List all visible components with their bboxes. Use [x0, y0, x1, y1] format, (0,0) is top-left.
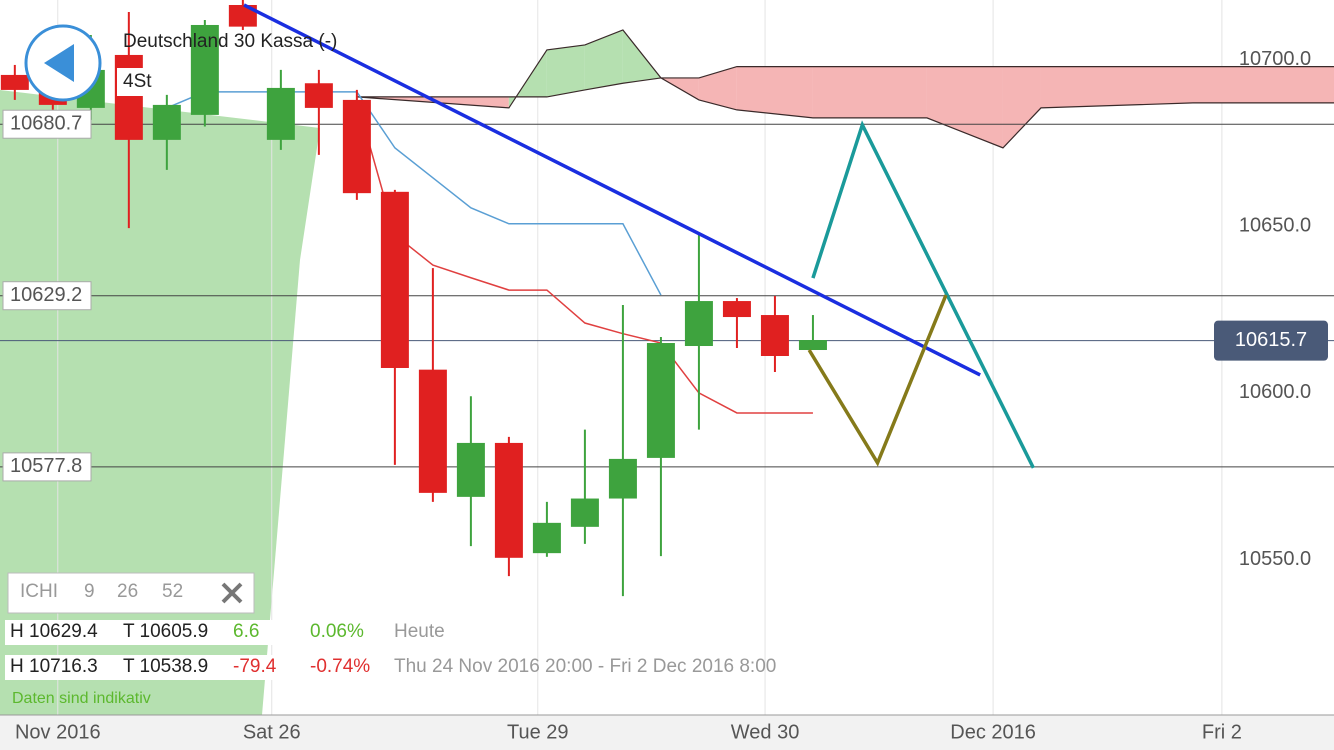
cloud-segment [698, 66, 737, 110]
indicator-line [166, 91, 662, 296]
indicator-box[interactable] [7, 572, 255, 614]
cloud-segment [736, 66, 813, 118]
x-tick-label: Nov 2016 [15, 721, 101, 743]
level-label: 10577.8 [10, 455, 82, 477]
stats-row-bg [5, 655, 285, 680]
level-label-box [2, 452, 92, 482]
level-label-box [2, 281, 92, 311]
indicator-param: 26 [117, 581, 138, 602]
candle-body [608, 458, 637, 499]
candle-body [684, 301, 713, 347]
x-tick-label: Fri 2 [1202, 721, 1242, 743]
trend-drawing [243, 3, 981, 377]
last-price-box [1214, 320, 1328, 361]
cloud-line [356, 29, 1334, 149]
stat-low: T 10605.9 [123, 621, 208, 642]
candle-body [494, 442, 523, 558]
stat-change: -79.4 [233, 656, 277, 677]
stat-high: H 10716.3 [10, 656, 98, 677]
candle-body [456, 442, 485, 497]
level-label: 10629.2 [10, 284, 82, 306]
candle-body [380, 191, 409, 368]
y-tick-label: 10550.0 [1239, 548, 1311, 570]
stat-period: Thu 24 Nov 2016 20:00 - Fri 2 Dec 2016 8… [394, 656, 776, 677]
y-tick-label: 10700.0 [1239, 48, 1311, 70]
candle-body [646, 343, 675, 458]
last-price-label: 10615.7 [1235, 329, 1307, 351]
candle-body [152, 104, 181, 140]
cloud-segment [1192, 66, 1334, 103]
candle-body [570, 498, 599, 527]
stat-change: 6.6 [233, 621, 259, 642]
x-tick-label: Dec 2016 [950, 721, 1036, 743]
candle-body [722, 301, 751, 318]
plot-layer [0, 0, 1035, 597]
cloud-segment [546, 44, 585, 97]
indicator-param: 9 [84, 581, 95, 602]
back-arrow[interactable] [44, 44, 74, 82]
past-cloud [0, 90, 320, 715]
indicator-line [356, 99, 813, 414]
indicator-param: 52 [162, 581, 183, 602]
y-tick-label: 10650.0 [1239, 215, 1311, 237]
disclaimer: Daten sind indikativ [12, 690, 151, 707]
candle-body [304, 83, 333, 108]
instrument-title: Deutschland 30 Kassa (-) [123, 31, 337, 52]
cloud-segment [622, 29, 661, 84]
back-button[interactable] [24, 24, 102, 102]
candle-body [342, 99, 371, 194]
trend-drawing [807, 294, 948, 467]
cloud-segment [1040, 66, 1193, 108]
stat-low: T 10538.9 [123, 656, 208, 677]
x-tick-label: Wed 30 [731, 721, 800, 743]
stat-high: H 10629.4 [10, 621, 98, 642]
trend-drawing [811, 120, 1035, 469]
indicator-close[interactable] [221, 582, 243, 604]
stat-change-pct: 0.06% [310, 621, 364, 642]
candle-body [228, 4, 257, 27]
level-label-box [2, 109, 92, 139]
y-tick-label: 10600.0 [1239, 381, 1311, 403]
x-tick-label: Sat 26 [243, 721, 301, 743]
back-layer [0, 0, 1334, 715]
interval: 4St [123, 71, 152, 92]
candle-body [0, 74, 29, 90]
cloud-segment [926, 66, 1003, 148]
candle-body [532, 522, 561, 554]
candle-body [266, 87, 295, 140]
candle-body [418, 369, 447, 493]
candle-body [190, 24, 219, 115]
indicator-name: ICHI [20, 581, 58, 602]
interval-box [117, 68, 161, 96]
stat-period: Heute [394, 621, 445, 642]
x-axis-band [0, 715, 1334, 750]
stats-row-bg [5, 620, 285, 645]
x-tick-label: Tue 29 [507, 721, 569, 743]
level-label: 10680.7 [10, 112, 82, 134]
cloud-line [356, 66, 1334, 98]
cloud-segment [584, 29, 623, 90]
candle-body [760, 315, 789, 357]
axis-layer: Nov 2016 Sat 26 Tue 29 Wed 30 Dec 2016 Fri 2 1… [2, 48, 1328, 743]
candle-body [114, 54, 143, 140]
candle-body [798, 340, 827, 351]
cloud-segment [1002, 66, 1041, 148]
stat-change-pct: -0.74% [310, 656, 370, 677]
close-icon[interactable] [221, 582, 243, 604]
cloud-segment [812, 66, 927, 118]
